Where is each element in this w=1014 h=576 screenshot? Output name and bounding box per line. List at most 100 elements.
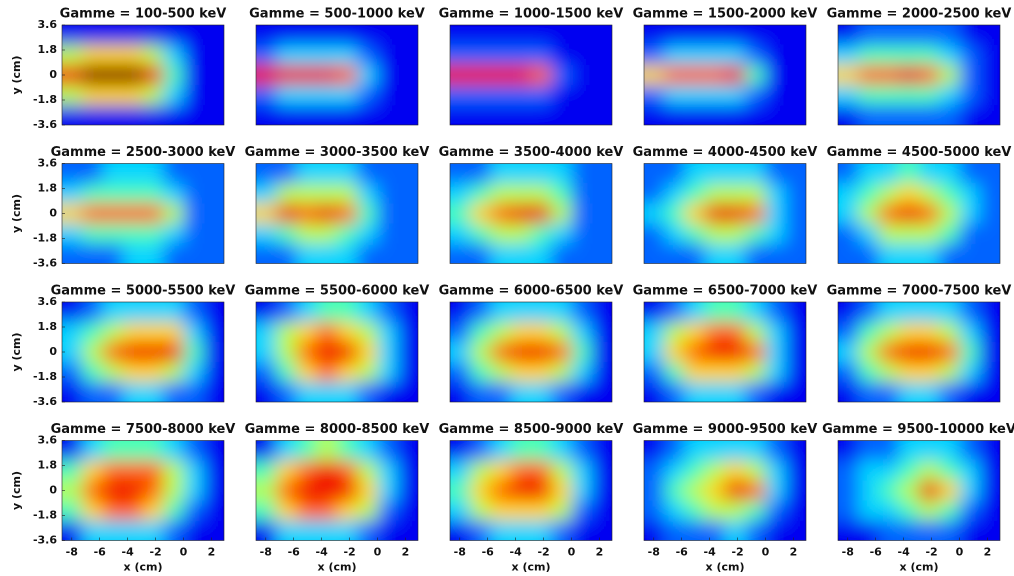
heatmap-cell	[858, 302, 879, 323]
panel-title: Gamme = 4000-4500 keV	[633, 145, 818, 160]
heatmap-cell	[470, 500, 491, 521]
heatmap-cell	[336, 243, 358, 264]
heatmap-cell	[62, 520, 83, 541]
heatmap-cell	[450, 322, 471, 343]
heatmap-cell	[979, 302, 1000, 323]
heatmap-cell	[490, 203, 512, 224]
heatmap-cell	[256, 223, 277, 244]
heatmap-cell	[450, 45, 471, 66]
heatmap-cell	[838, 105, 859, 125]
heatmap-cell	[470, 362, 491, 383]
heatmap-cell	[183, 362, 205, 383]
heatmap-cell	[163, 480, 184, 501]
heatmap-cell	[296, 322, 318, 343]
heatmap-cell	[276, 45, 297, 66]
heatmap-cell	[918, 460, 940, 481]
heatmap-cell	[858, 342, 879, 363]
heatmap-cell	[838, 322, 859, 343]
heatmap-cells	[838, 302, 1000, 402]
heatmap-cell	[163, 342, 184, 363]
heatmap-cell	[644, 520, 665, 541]
heatmap	[644, 302, 806, 402]
heatmap-cell	[704, 520, 726, 541]
heatmap-cell	[765, 342, 787, 363]
heatmap-cell	[102, 203, 124, 224]
heatmap-cell	[296, 440, 318, 461]
heatmap-cell	[571, 85, 593, 106]
heatmap-cell	[276, 520, 297, 541]
heatmap-cell	[336, 500, 358, 521]
heatmap-cell	[357, 382, 378, 402]
heatmap-cell	[704, 105, 726, 125]
heatmap-cell	[296, 480, 318, 501]
heatmap-cell	[664, 105, 685, 125]
heatmap-cell	[838, 480, 859, 501]
heatmap-cell	[450, 25, 471, 46]
heatmap-cell	[510, 85, 532, 106]
plot-frame	[255, 301, 419, 403]
x-tick-label: -8	[842, 546, 854, 559]
heatmap-cell	[102, 223, 124, 244]
y-tick-label: -1.8	[33, 509, 57, 522]
heatmap-cell	[918, 382, 940, 402]
heatmap-cell	[838, 382, 859, 402]
heatmap-cell	[163, 520, 184, 541]
x-tick-label: -4	[898, 546, 911, 559]
heatmap-cells	[256, 440, 418, 541]
heatmap-cell	[142, 460, 164, 481]
plot-frame	[643, 24, 807, 126]
heatmap-cell	[316, 85, 338, 106]
heatmap-cell	[470, 25, 491, 46]
heatmap-cell	[102, 105, 124, 125]
heatmap-cell	[591, 45, 612, 66]
heatmap-cell	[510, 25, 532, 46]
heatmap-cell	[142, 382, 164, 402]
heatmap-cell	[898, 45, 920, 66]
y-tick-label: 0	[49, 345, 57, 358]
x-tick-label: 2	[596, 546, 604, 559]
heatmap-cell	[183, 163, 205, 184]
y-tick-label: 1.8	[38, 43, 58, 56]
heatmap-cell	[838, 342, 859, 363]
heatmap-cell	[276, 223, 297, 244]
heatmap-cell	[571, 243, 593, 264]
heatmap-cell	[336, 440, 358, 461]
heatmap-cell	[203, 45, 224, 66]
heatmap-cell	[684, 362, 706, 383]
heatmap-cell	[591, 440, 612, 461]
heatmap-cell	[203, 520, 224, 541]
heatmap-cell	[377, 163, 399, 184]
x-tick-label: -6	[676, 546, 689, 559]
heatmap-cell	[203, 163, 224, 184]
heatmap-cell	[122, 322, 144, 343]
heatmap-cell	[591, 85, 612, 106]
heatmap-cell	[256, 480, 277, 501]
heatmap-cell	[704, 45, 726, 66]
x-tick-label: -2	[925, 546, 937, 559]
x-tick-label: -8	[648, 546, 660, 559]
heatmap-cell	[838, 85, 859, 106]
heatmap-cell	[644, 85, 665, 106]
heatmap-cell	[510, 322, 532, 343]
heatmap-cells	[838, 440, 1000, 541]
heatmap-cell	[785, 322, 806, 343]
heatmap-cell	[898, 302, 920, 323]
y-tick-label: 3.6	[38, 434, 58, 447]
heatmap-cell	[336, 302, 358, 323]
heatmap-cell	[785, 243, 806, 264]
heatmap-cell	[785, 105, 806, 125]
heatmap-cell	[183, 480, 205, 501]
heatmap-cell	[858, 203, 879, 224]
heatmap-cell	[878, 243, 900, 264]
heatmap-cell	[745, 105, 766, 125]
heatmap-cell	[551, 25, 572, 46]
heatmap-cell	[142, 480, 164, 501]
heatmap	[62, 440, 224, 541]
heatmap-cell	[450, 223, 471, 244]
heatmap-cell	[102, 243, 124, 264]
heatmap-cell	[530, 223, 552, 244]
heatmap-cell	[878, 362, 900, 383]
heatmap-cell	[765, 105, 787, 125]
heatmap-cell	[470, 302, 491, 323]
heatmap-cell	[203, 480, 224, 501]
